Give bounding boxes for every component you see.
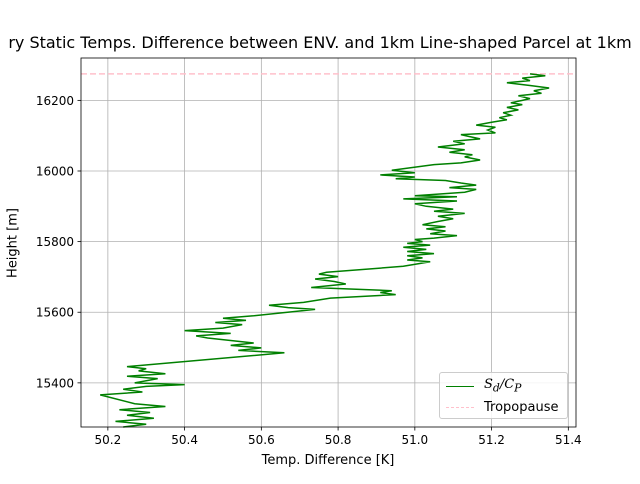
x-tick-label: 50.6 (248, 433, 275, 447)
legend-item-tropopause: Tropopause (446, 398, 558, 416)
x-tick-label: 51.4 (555, 433, 582, 447)
x-tick-label: 50.4 (171, 433, 198, 447)
x-axis-label: Temp. Difference [K] (261, 453, 395, 468)
legend-swatch-tropopause (446, 406, 474, 408)
y-tick-label: 16200 (36, 94, 74, 108)
y-tick-label: 15400 (36, 376, 74, 390)
x-tick-label: 50.2 (95, 433, 122, 447)
y-tick-label: 15800 (36, 235, 74, 249)
chart-title: ry Static Temps. Difference between ENV.… (8, 33, 632, 52)
y-axis-label: Height [m] (5, 208, 21, 278)
legend-label-tropopause: Tropopause (484, 399, 559, 415)
axes-frame (80, 57, 577, 428)
y-tick-label: 15600 (36, 306, 74, 320)
x-tick-label: 50.8 (325, 433, 352, 447)
y-tick-label: 16000 (36, 164, 74, 178)
x-tick-label: 51.0 (401, 433, 428, 447)
legend: Sd/CP Tropopause (439, 372, 568, 419)
series-line (100, 73, 550, 428)
legend-item-series: Sd/CP (446, 377, 521, 395)
x-tick-label: 51.2 (478, 433, 505, 447)
legend-label-series: Sd/CP (484, 377, 522, 395)
legend-swatch-series (446, 385, 474, 387)
